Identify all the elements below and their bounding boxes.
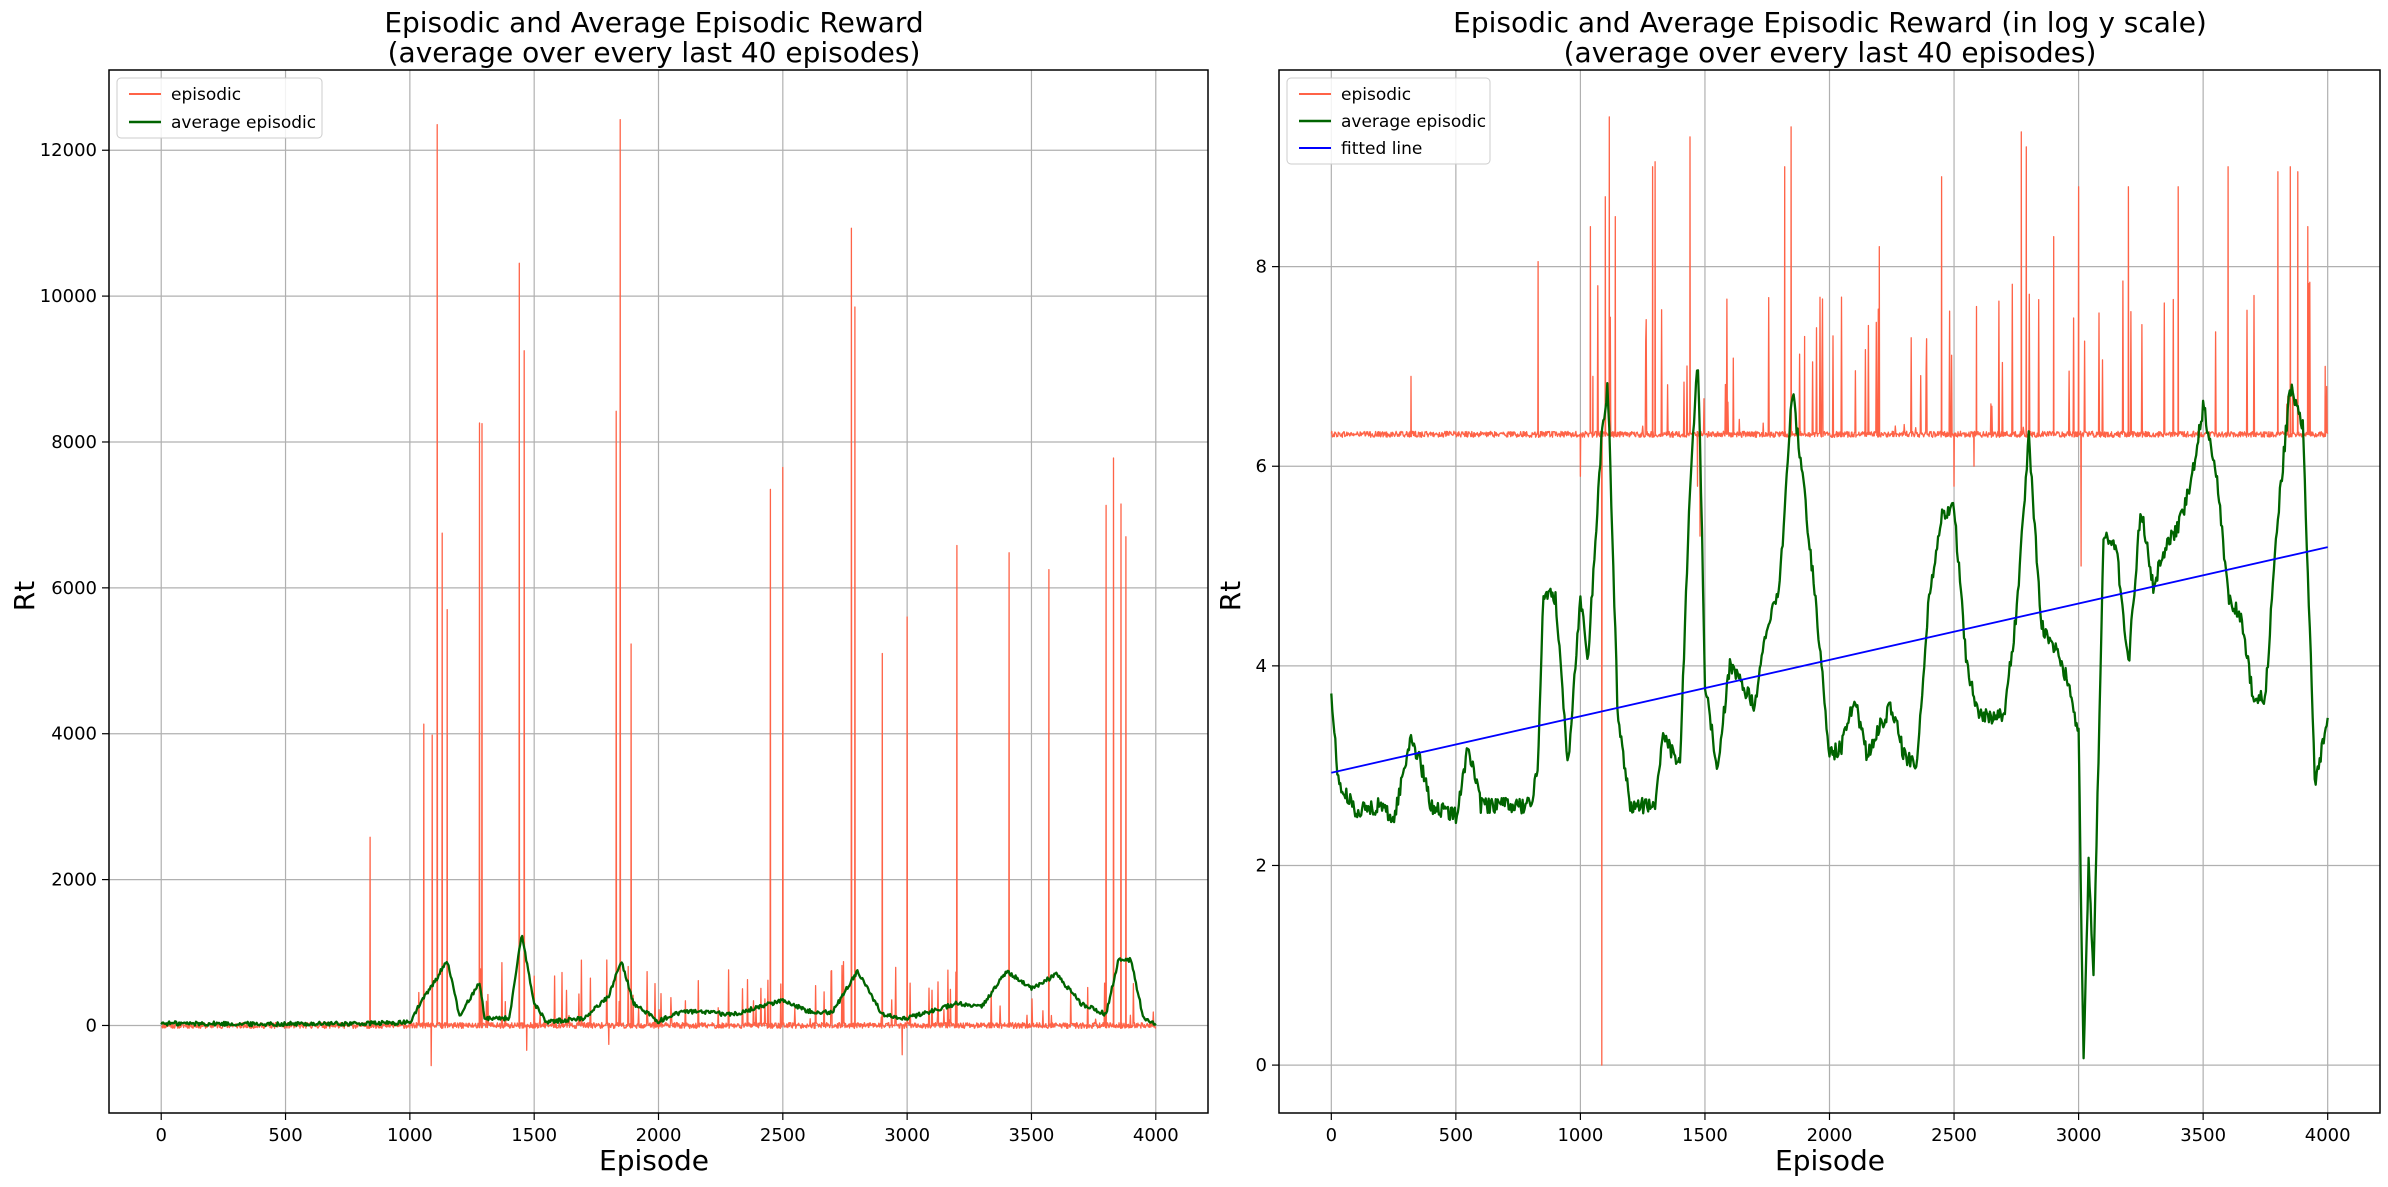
chart-left-xtick-label: 1000 bbox=[387, 1125, 433, 1146]
chart-left-ytick-label: 8000 bbox=[51, 432, 97, 453]
chart-right-legend: episodic average episodic fitted line bbox=[1286, 77, 1491, 165]
chart-left-title-line1: Episodic and Average Episodic Reward bbox=[384, 6, 923, 39]
chart-left-ytick-label: 4000 bbox=[51, 724, 97, 745]
chart-right-legend-episodic: episodic bbox=[1341, 85, 1411, 105]
chart-right-xtick-label: 4000 bbox=[2305, 1125, 2351, 1146]
chart-right-series-episodic bbox=[1330, 116, 2329, 1066]
chart-left-xtick-label: 3000 bbox=[884, 1125, 930, 1146]
chart-left-legend: episodic average episodic bbox=[116, 77, 323, 139]
chart-left-ytick-label: 12000 bbox=[40, 140, 97, 161]
chart-right-ytick-label: 6 bbox=[1256, 456, 1267, 477]
chart-right-xlabel: Episode bbox=[1775, 1144, 1885, 1177]
chart-right-xtick-label: 3500 bbox=[2180, 1125, 2226, 1146]
chart-left-xtick-label: 500 bbox=[268, 1125, 302, 1146]
chart-left-ticks: 0 500 1000 1500 2000 2500 3000 3500 4000 0 2000 400… bbox=[40, 140, 1179, 1146]
chart-left-xtick-label: 2000 bbox=[636, 1125, 682, 1146]
chart-left-title-line2: (average over every last 40 episodes) bbox=[388, 36, 921, 69]
chart-right-ylabel: Rt bbox=[1214, 581, 1247, 611]
chart-right-series-average-episodic bbox=[1330, 369, 2329, 1060]
chart-right-grid bbox=[1279, 70, 2380, 1113]
chart-right-ytick-label: 2 bbox=[1256, 855, 1267, 876]
chart-left-xtick-label: 3500 bbox=[1009, 1125, 1055, 1146]
chart-right-series bbox=[1330, 116, 2329, 1066]
chart-left-ytick-label: 6000 bbox=[51, 578, 97, 599]
chart-left-ytick-label: 2000 bbox=[51, 870, 97, 891]
chart-left: Episodic and Average Episodic Reward (av… bbox=[8, 6, 1209, 1177]
chart-right-xtick-label: 1000 bbox=[1557, 1125, 1603, 1146]
chart-right: Episodic and Average Episodic Reward (in… bbox=[1214, 6, 2381, 1177]
chart-right-ytick-label: 8 bbox=[1256, 257, 1267, 278]
chart-left-xlabel: Episode bbox=[599, 1144, 709, 1177]
chart-right-title-line2: (average over every last 40 episodes) bbox=[1564, 36, 2097, 69]
chart-left-legend-average: average episodic bbox=[171, 113, 316, 133]
chart-right-series-fitted-line bbox=[1331, 546, 2328, 774]
chart-left-xtick-label: 4000 bbox=[1133, 1125, 1179, 1146]
chart-left-ytick-label: 10000 bbox=[40, 286, 97, 307]
chart-left-xtick-label: 2500 bbox=[760, 1125, 806, 1146]
chart-left-legend-box bbox=[116, 77, 323, 139]
chart-right-xtick-label: 3000 bbox=[2056, 1125, 2102, 1146]
chart-left-ylabel: Rt bbox=[8, 581, 41, 611]
chart-right-xtick-label: 2500 bbox=[1931, 1125, 1977, 1146]
chart-right-legend-average: average episodic bbox=[1341, 112, 1486, 132]
chart-right-title-line1: Episodic and Average Episodic Reward (in… bbox=[1453, 6, 2207, 39]
chart-left-ytick-label: 0 bbox=[86, 1015, 97, 1036]
chart-right-xtick-label: 0 bbox=[1326, 1125, 1337, 1146]
chart-left-xtick-label: 0 bbox=[155, 1125, 166, 1146]
chart-right-xtick-label: 500 bbox=[1439, 1125, 1473, 1146]
chart-left-xtick-label: 1500 bbox=[511, 1125, 557, 1146]
chart-left-legend-episodic: episodic bbox=[171, 85, 241, 105]
chart-left-series bbox=[160, 118, 1157, 1067]
chart-left-series-average-episodic bbox=[160, 934, 1157, 1028]
chart-right-legend-fitted: fitted line bbox=[1341, 139, 1422, 159]
chart-right-ytick-label: 0 bbox=[1256, 1055, 1267, 1076]
chart-right-legend-box bbox=[1286, 77, 1491, 165]
chart-right-xtick-label: 2000 bbox=[1807, 1125, 1853, 1146]
chart-right-xtick-label: 1500 bbox=[1682, 1125, 1728, 1146]
chart-right-ticks: 0 500 1000 1500 2000 2500 3000 3500 4000 0 2 4 6 8 bbox=[1256, 257, 2351, 1146]
chart-right-ytick-label: 4 bbox=[1256, 656, 1267, 677]
